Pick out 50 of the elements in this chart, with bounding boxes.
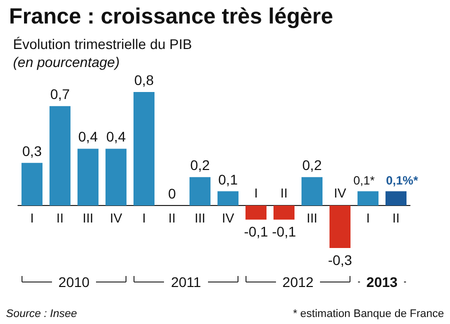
x-tick-label: I (254, 185, 258, 200)
data-label: 0,2 (302, 157, 322, 174)
bar (134, 92, 154, 206)
data-label: -0,1 (244, 224, 268, 240)
source-note: Source : Insee (6, 308, 77, 320)
bar (246, 205, 266, 220)
bar (330, 205, 350, 248)
bar (274, 205, 294, 220)
y-axis-title: (en pourcentage) (13, 54, 120, 70)
data-label: 0 (168, 185, 176, 202)
data-label: 0,2 (190, 157, 210, 174)
text: 2012 (282, 274, 314, 290)
data-label: 0,4 (78, 128, 98, 145)
x-tick-label: IV (222, 210, 234, 226)
x-tick-label: III (194, 210, 206, 226)
data-label: -0,1 (272, 224, 296, 240)
text: 2011 (170, 274, 202, 290)
x-tick-label: IV (334, 185, 346, 200)
x-tick-label: IV (110, 210, 122, 226)
data-label: 0,1* (353, 173, 375, 188)
bar (386, 191, 406, 206)
x-tick-label: I (142, 210, 146, 226)
chart-title: France : croissance très légère (9, 4, 334, 28)
bar (358, 191, 378, 206)
x-tick-label: II (168, 210, 176, 226)
x-tick-label: I (366, 210, 370, 226)
x-tick-label: III (82, 210, 94, 226)
data-label: 0,7 (50, 86, 70, 102)
data-label: 0,3 (22, 142, 42, 159)
data-label: 0,4 (106, 128, 126, 145)
x-tick-label: II (280, 185, 288, 200)
bar (106, 148, 126, 206)
chart-subtitle: Évolution trimestrielle du PIB (13, 36, 192, 52)
x-tick-label: III (306, 210, 318, 226)
data-label: 0,1%* (386, 173, 418, 188)
bar (78, 148, 98, 206)
x-tick-label: II (56, 210, 64, 226)
x-tick-label: II (392, 210, 400, 226)
bar (218, 191, 238, 206)
bar (302, 177, 322, 206)
data-label: 0,1 (218, 171, 238, 188)
text: 2013 (366, 274, 398, 290)
data-label: -0,3 (328, 252, 352, 268)
bar (22, 162, 42, 206)
bar (50, 106, 70, 206)
text: * estimation Banque de France (292, 308, 444, 320)
text: 2010 (58, 274, 90, 290)
x-tick-label: I (30, 210, 34, 226)
data-label: 0,8 (134, 72, 154, 88)
bar (190, 177, 210, 206)
